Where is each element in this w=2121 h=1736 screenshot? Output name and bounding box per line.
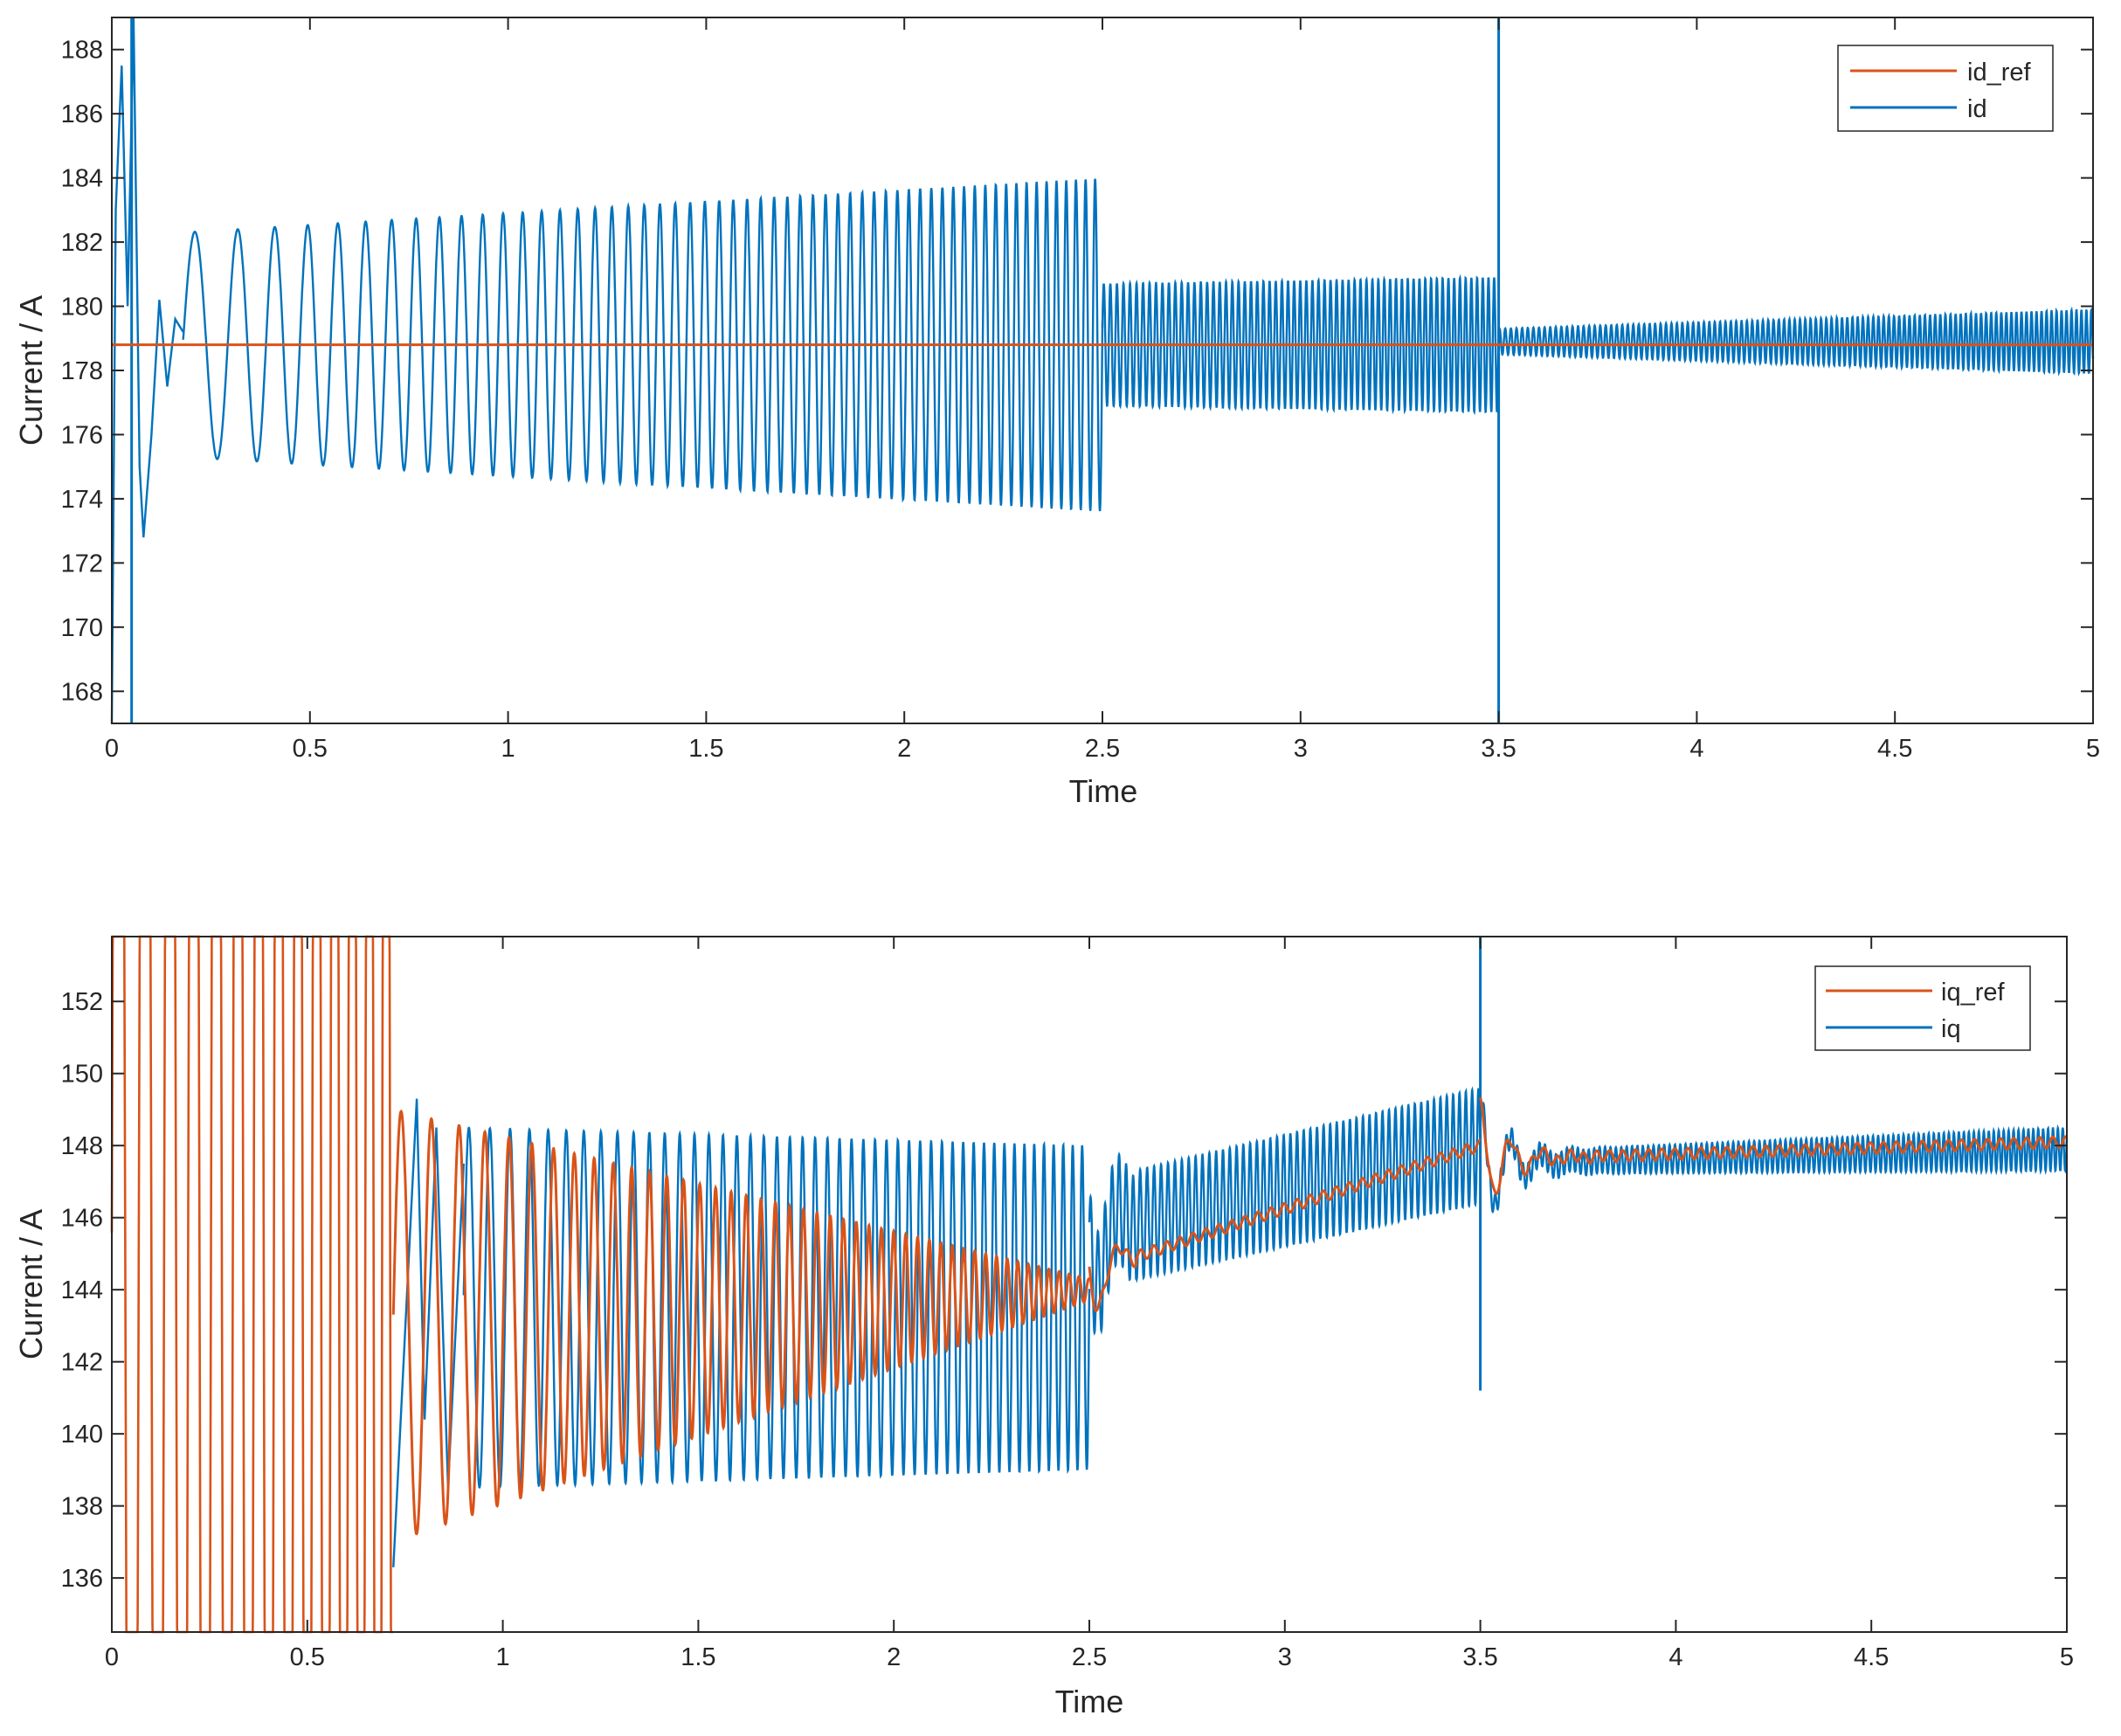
bottom-x-ticks: 0 0.5 1 1.5 2 2.5 3 3.5 4 4.5 5 [105, 937, 2074, 1671]
top-y-tick-label: 174 [61, 486, 103, 514]
bottom-plot: 0 0.5 1 1.5 2 2.5 3 3.5 4 4.5 5 136 138 140 142 144 146… [13, 935, 2074, 1719]
bottom-x-tick-label: 0.5 [290, 1643, 325, 1671]
top-x-axis-label: Time [1069, 773, 1138, 809]
top-x-tick-label: 0 [105, 735, 119, 763]
bottom-legend: iq_ref iq [1814, 965, 2031, 1051]
bottom-y-tick-label: 152 [61, 988, 103, 1016]
legend-iq-ref-label: iq_ref [1941, 979, 2005, 1006]
top-y-tick-label: 178 [61, 357, 103, 385]
top-x-tick-label: 4 [1689, 735, 1703, 763]
id-segment-3 [1497, 306, 2095, 377]
bottom-x-tick-label: 5 [2060, 1643, 2074, 1671]
bottom-y-tick-label: 142 [61, 1349, 103, 1377]
bottom-y-tick-label: 146 [61, 1205, 103, 1233]
top-x-tick-label: 4.5 [1877, 735, 1912, 763]
top-y-tick-label: 180 [61, 294, 103, 322]
id-segment-2 [1101, 273, 1500, 416]
legend-id-label: id [1967, 95, 1987, 123]
bottom-x-tick-label: 2 [887, 1643, 901, 1671]
bottom-y-axis-label: Current / A [13, 1209, 49, 1359]
iq-segment-2 [1088, 1086, 1482, 1336]
top-legend: id_ref id [1837, 45, 2054, 132]
iq-segment-3 [1479, 1096, 2069, 1214]
bottom-x-tick-label: 0 [105, 1643, 119, 1671]
id-segment-1 [182, 178, 1104, 512]
bottom-x-tick-label: 4 [1668, 1643, 1682, 1671]
top-x-tick-label: 2 [897, 735, 911, 763]
top-y-ticks: 168 170 172 174 176 178 180 182 184 186 188 [61, 37, 2093, 706]
iq-ref-segment-1 [391, 1109, 1091, 1536]
bottom-y-tick-label: 136 [61, 1565, 103, 1593]
legend-iq-label: iq [1941, 1015, 1961, 1043]
bottom-x-tick-label: 3.5 [1462, 1643, 1497, 1671]
top-y-axis-label: Current / A [13, 295, 49, 446]
top-x-ticks: 0 0.5 1 1.5 2 2.5 3 3.5 4 4.5 5 [105, 17, 2100, 763]
bottom-y-tick-label: 138 [61, 1493, 103, 1521]
legend-id-ref-label: id_ref [1967, 59, 2031, 86]
top-y-tick-label: 188 [61, 37, 103, 65]
bottom-x-axis-label: Time [1055, 1684, 1124, 1719]
bottom-y-tick-label: 140 [61, 1421, 103, 1449]
bottom-y-tick-label: 144 [61, 1276, 103, 1304]
bottom-y-ticks: 136 138 140 142 144 146 148 150 152 [61, 988, 2067, 1593]
iq-segment-1 [462, 1126, 1091, 1490]
top-y-tick-label: 170 [61, 614, 103, 642]
top-x-tick-label: 0.5 [293, 735, 328, 763]
top-y-tick-label: 168 [61, 678, 103, 706]
bottom-x-tick-label: 1.5 [681, 1643, 715, 1671]
top-y-tick-label: 182 [61, 229, 103, 257]
top-x-tick-label: 3.5 [1481, 735, 1516, 763]
iq-ref-segment-3 [1479, 1096, 2069, 1195]
top-x-tick-label: 2.5 [1085, 735, 1120, 763]
top-y-tick-label: 186 [61, 100, 103, 128]
bottom-x-tick-label: 3 [1278, 1643, 1292, 1671]
top-y-tick-label: 184 [61, 165, 103, 193]
iq-series-line [392, 937, 2069, 1567]
top-plot: 0 0.5 1 1.5 2 2.5 3 3.5 4 4.5 5 168 170 172 174 176 178… [13, 17, 2100, 809]
id-start-transient [110, 17, 184, 724]
top-x-tick-label: 3 [1294, 735, 1308, 763]
bottom-x-tick-label: 1 [496, 1643, 510, 1671]
bottom-y-tick-label: 148 [61, 1132, 103, 1160]
top-y-tick-label: 176 [61, 421, 103, 449]
id-series-line [110, 17, 2095, 724]
iq-ref-series-line [391, 1096, 2069, 1536]
top-x-tick-label: 1 [501, 735, 515, 763]
top-y-tick-label: 172 [61, 550, 103, 578]
bottom-y-tick-label: 150 [61, 1061, 103, 1089]
top-x-tick-label: 1.5 [688, 735, 723, 763]
top-x-tick-label: 5 [2086, 735, 2100, 763]
bottom-x-tick-label: 4.5 [1854, 1643, 1889, 1671]
iq-ref-segment-2 [1088, 1138, 1482, 1313]
bottom-x-tick-label: 2.5 [1072, 1643, 1107, 1671]
